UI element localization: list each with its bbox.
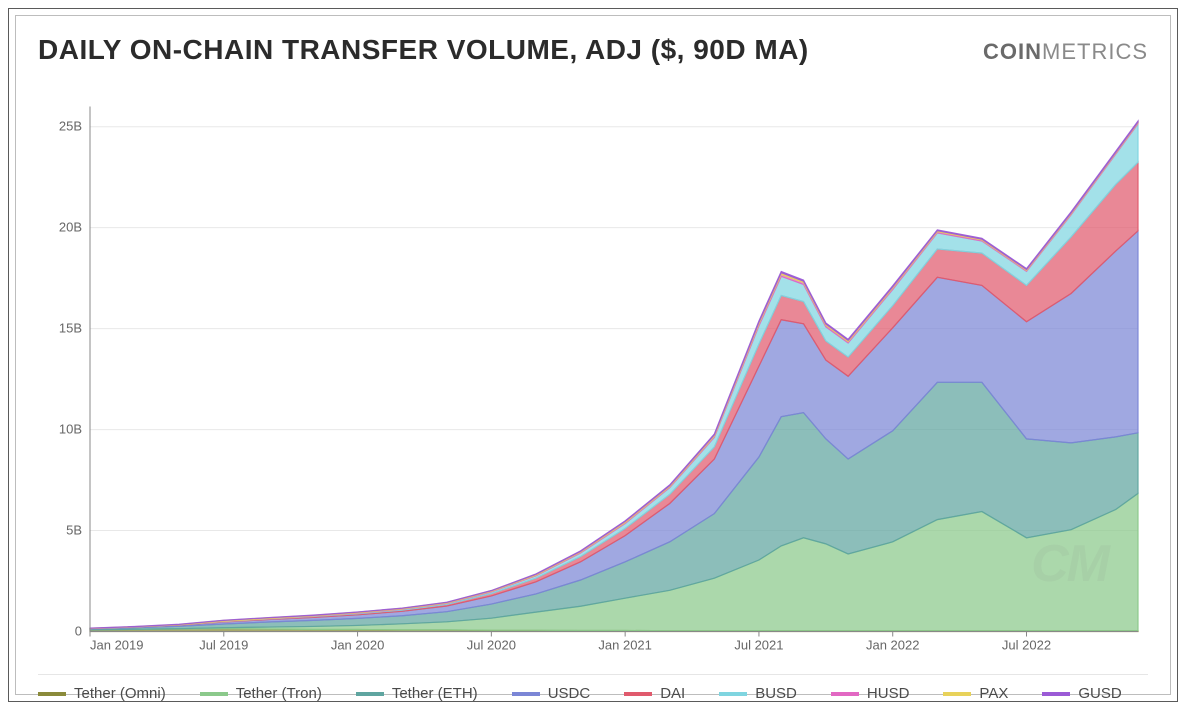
legend-label: GUSD xyxy=(1078,685,1121,702)
brand-logo: COINMETRICS xyxy=(983,39,1148,65)
legend-label: DAI xyxy=(660,685,685,702)
chart-card: DAILY ON-CHAIN TRANSFER VOLUME, ADJ ($, … xyxy=(15,15,1171,695)
y-tick-label: 10B xyxy=(59,422,82,437)
x-tick-label: Jan 2022 xyxy=(866,638,920,653)
y-tick-label: 20B xyxy=(59,220,82,235)
legend-item: USDC xyxy=(512,685,591,702)
x-tick-label: Jul 2020 xyxy=(467,638,516,653)
legend-item: Tether (Tron) xyxy=(200,685,322,702)
x-tick-label: Jan 2019 xyxy=(90,638,144,653)
legend-label: Tether (ETH) xyxy=(392,685,478,702)
legend-label: Tether (Tron) xyxy=(236,685,322,702)
area-chart-svg: 0 5B 10B 15B 20B 25B Jan 2019 Jul 2019 Jan 2020 J… xyxy=(38,74,1148,664)
brand-bold: COIN xyxy=(983,39,1042,64)
legend-label: Tether (Omni) xyxy=(74,685,166,702)
legend-item: HUSD xyxy=(831,685,910,702)
outer-frame: DAILY ON-CHAIN TRANSFER VOLUME, ADJ ($, … xyxy=(8,8,1178,702)
header-row: DAILY ON-CHAIN TRANSFER VOLUME, ADJ ($, … xyxy=(38,34,1148,66)
legend-swatch xyxy=(38,692,66,696)
legend-swatch xyxy=(831,692,859,696)
chart-legend: Tether (Omni) Tether (Tron) Tether (ETH) US… xyxy=(38,674,1148,702)
legend-swatch xyxy=(356,692,384,696)
x-tick-label: Jan 2021 xyxy=(598,638,652,653)
x-tick-label: Jul 2019 xyxy=(199,638,248,653)
legend-swatch xyxy=(719,692,747,696)
chart-plot-area: 0 5B 10B 15B 20B 25B Jan 2019 Jul 2019 Jan 2020 J… xyxy=(38,74,1148,664)
legend-item: Tether (ETH) xyxy=(356,685,478,702)
y-tick-label: 5B xyxy=(66,523,82,538)
legend-swatch xyxy=(1042,692,1070,696)
legend-item: DAI xyxy=(624,685,685,702)
brand-light: METRICS xyxy=(1042,39,1148,64)
legend-swatch xyxy=(512,692,540,696)
legend-swatch xyxy=(624,692,652,696)
legend-item: GUSD xyxy=(1042,685,1121,702)
legend-item: Tether (Omni) xyxy=(38,685,166,702)
x-tick-label: Jan 2020 xyxy=(331,638,385,653)
legend-label: USDC xyxy=(548,685,591,702)
x-tick-label: Jul 2021 xyxy=(734,638,783,653)
y-tick-label: 15B xyxy=(59,321,82,336)
legend-label: PAX xyxy=(979,685,1008,702)
chart-title: DAILY ON-CHAIN TRANSFER VOLUME, ADJ ($, … xyxy=(38,34,809,66)
legend-swatch xyxy=(200,692,228,696)
y-tick-label: 0 xyxy=(75,624,82,639)
legend-label: HUSD xyxy=(867,685,910,702)
y-tick-label: 25B xyxy=(59,119,82,134)
legend-swatch xyxy=(943,692,971,696)
legend-item: PAX xyxy=(943,685,1008,702)
x-tick-label: Jul 2022 xyxy=(1002,638,1051,653)
legend-item: BUSD xyxy=(719,685,797,702)
legend-label: BUSD xyxy=(755,685,797,702)
